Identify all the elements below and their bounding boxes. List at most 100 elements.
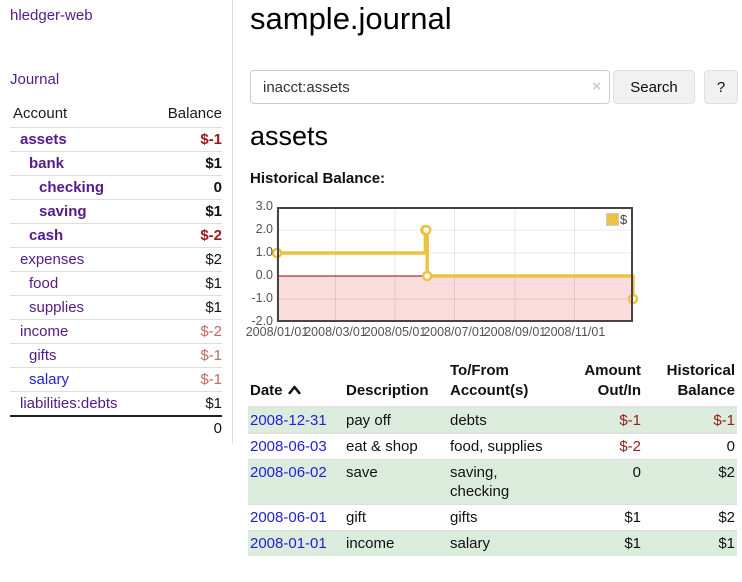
legend-series-label: $ <box>620 212 628 227</box>
register-header-accounts: To/From Account(s) <box>448 358 564 408</box>
sort-ascending-icon <box>287 381 301 401</box>
app-brand-link[interactable]: hledger-web <box>10 7 93 24</box>
search-form: × Search ? <box>250 70 742 104</box>
y-tick-label: 2.0 <box>255 222 273 236</box>
account-balance: $1 <box>205 275 222 292</box>
accounts-table: Account Balance assets $-1 bank $1 check… <box>10 102 222 440</box>
transaction-description: eat & shop <box>344 433 448 460</box>
account-row: gifts $-1 <box>10 343 222 368</box>
transaction-row: 2008-01-01 income salary $1 $1 <box>248 530 737 556</box>
transaction-description: pay off <box>344 407 448 434</box>
account-balance: $1 <box>205 155 222 172</box>
y-tick-label: 0.0 <box>255 268 273 282</box>
accounts-header-account: Account <box>13 105 68 122</box>
account-link[interactable]: income <box>20 323 69 340</box>
search-button[interactable]: Search <box>613 70 695 104</box>
account-heading: assets <box>250 121 329 151</box>
transaction-amount: $-2 <box>564 433 643 460</box>
account-balance: $1 <box>205 203 222 220</box>
x-tick-label: 2008/11/01 <box>543 325 606 339</box>
register-header-row: Date Description To/From Account(s) Amou… <box>248 358 737 408</box>
transaction-amount: $1 <box>564 530 643 556</box>
transaction-date-link[interactable]: 2008-01-01 <box>250 535 327 552</box>
accounts-header-row: Account Balance <box>10 102 222 128</box>
account-row: supplies $1 <box>10 295 222 320</box>
account-balance: $-2 <box>200 227 222 244</box>
transaction-accounts: debts <box>448 407 564 434</box>
account-link[interactable]: assets <box>20 131 67 148</box>
transaction-balance: $-1 <box>643 407 737 434</box>
register-rows: 2008-12-31 pay off debts $-1 $-1 2008-06… <box>248 407 737 556</box>
account-balance: $1 <box>205 299 222 316</box>
accounts-total-row: 0 <box>10 415 222 440</box>
help-button[interactable]: ? <box>704 70 738 104</box>
account-balance: $-2 <box>200 323 222 340</box>
transaction-row: 2008-06-02 save saving, checking 0 $2 <box>248 459 737 505</box>
account-balance: $-1 <box>200 371 222 388</box>
transaction-date-link[interactable]: 2008-06-03 <box>250 438 327 455</box>
account-link[interactable]: checking <box>39 179 105 196</box>
transaction-balance: $2 <box>643 504 737 531</box>
account-row: expenses $2 <box>10 247 222 272</box>
transaction-date-link[interactable]: 2008-06-01 <box>250 509 327 526</box>
account-link[interactable]: salary <box>29 371 70 388</box>
account-row: checking 0 <box>10 175 222 200</box>
account-row: liabilities:debts $1 <box>10 391 222 416</box>
account-row: cash $-2 <box>10 223 222 248</box>
clear-search-icon[interactable]: × <box>592 78 601 95</box>
x-tick-label: 2008/03/01 <box>304 325 367 339</box>
account-link[interactable]: food <box>29 275 59 292</box>
search-input[interactable] <box>250 70 610 104</box>
transaction-date-link[interactable]: 2008-06-02 <box>250 464 327 481</box>
transaction-row: 2008-06-03 eat & shop food, supplies $-2… <box>248 433 737 460</box>
account-link[interactable]: supplies <box>29 299 85 316</box>
balance-chart-plot <box>271 207 639 322</box>
register-header-balance: Historical Balance <box>643 358 737 408</box>
register-header-description: Description <box>344 358 448 408</box>
transaction-balance: 0 <box>643 433 737 460</box>
accounts-total-value: 0 <box>213 419 222 437</box>
transaction-accounts: gifts <box>448 504 564 531</box>
sidebar-item-journal[interactable]: Journal <box>10 71 60 88</box>
account-link[interactable]: bank <box>29 155 65 172</box>
transaction-accounts: food, supplies <box>448 433 564 460</box>
account-link[interactable]: saving <box>39 203 87 220</box>
transaction-accounts: saving, checking <box>448 459 564 505</box>
y-tick-label: -1.0 <box>251 291 273 305</box>
historical-balance-chart: 3.0 2.0 1.0 0.0 -1.0 -2.0 2008/01/01 2008/03/0… <box>246 199 642 345</box>
account-row: salary $-1 <box>10 367 222 392</box>
sidebar: hledger-web Journal Account Balance asse… <box>0 0 233 444</box>
y-tick-label: 1.0 <box>255 245 273 259</box>
transaction-amount: 0 <box>564 459 643 505</box>
transaction-description: gift <box>344 504 448 531</box>
transaction-date-link[interactable]: 2008-12-31 <box>250 412 327 429</box>
register-header-date: Date <box>248 358 344 408</box>
account-link[interactable]: liabilities:debts <box>20 394 118 412</box>
account-balance: $-1 <box>200 131 222 148</box>
account-row: bank $1 <box>10 151 222 176</box>
account-row: food $1 <box>10 271 222 296</box>
transaction-amount: $1 <box>564 504 643 531</box>
transaction-accounts: salary <box>448 530 564 556</box>
x-tick-label: 2008/09/01 <box>483 325 547 339</box>
account-row: income $-2 <box>10 319 222 344</box>
chart-legend: $ <box>606 212 627 227</box>
transaction-row: 2008-12-31 pay off debts $-1 $-1 <box>248 407 737 434</box>
main-content: sample.journal × Search ? assets Histori… <box>246 0 742 582</box>
chart-title: Historical Balance: <box>250 170 386 187</box>
transaction-row: 2008-06-01 gift gifts $1 $2 <box>248 504 737 531</box>
account-link[interactable]: expenses <box>20 251 85 268</box>
y-tick-label: -2.0 <box>251 314 273 328</box>
transaction-description: income <box>344 530 448 556</box>
account-link[interactable]: gifts <box>29 347 57 364</box>
account-row: saving $1 <box>10 199 222 224</box>
account-balance: $1 <box>205 394 222 412</box>
transaction-balance: $2 <box>643 459 737 505</box>
account-balance: 0 <box>213 179 222 196</box>
y-tick-label: 3.0 <box>255 199 273 213</box>
account-rows: Account Balance assets $-1 bank $1 check… <box>10 102 222 416</box>
account-balance: $-1 <box>200 347 222 364</box>
x-tick-label: 2008/01/01 <box>245 325 309 339</box>
x-tick-label: 2008/07/01 <box>423 325 486 339</box>
account-link[interactable]: cash <box>29 227 64 244</box>
